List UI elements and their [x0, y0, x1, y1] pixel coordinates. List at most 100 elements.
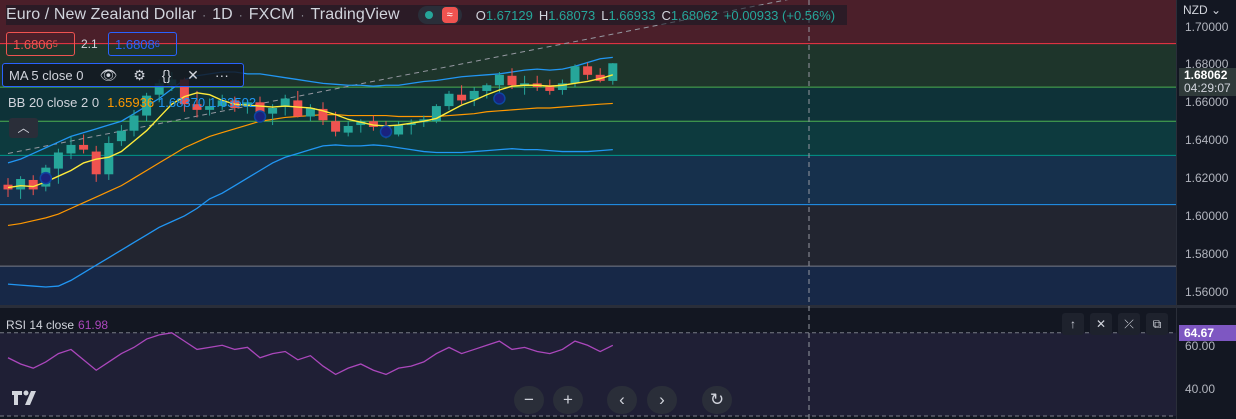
zoom-in-button[interactable]: +	[553, 386, 583, 414]
price-tick-label: 1.62000	[1185, 171, 1229, 186]
candle-body	[91, 151, 101, 175]
candle-body	[255, 102, 265, 117]
scroll-right-button[interactable]: ›	[647, 386, 677, 414]
candle-body	[305, 107, 315, 117]
candle-body	[16, 179, 26, 190]
candle-body	[595, 74, 605, 81]
candle-body	[268, 107, 278, 114]
bb-basis-value: 1.65936	[107, 94, 155, 110]
high-label: H	[538, 7, 549, 23]
rsi-value: 61.98	[78, 318, 109, 332]
candle-body	[205, 106, 215, 110]
candle-body	[66, 144, 76, 154]
price-tick-label: 1.58000	[1185, 246, 1229, 261]
pane-move-up-button[interactable]: ↑	[1062, 313, 1084, 335]
candle-body	[444, 93, 454, 107]
price-tick-label: 1.60000	[1185, 208, 1229, 223]
candle-body	[406, 123, 416, 126]
candle-body	[368, 121, 378, 127]
price-tick-label: 1.68000	[1185, 57, 1229, 72]
bb-legend[interactable]: BB 20 close 2 0 1.65936 1.68370 1.63502	[2, 91, 262, 113]
candle-body	[507, 75, 517, 86]
chart-header: Euro / New Zealand Dollar · 1D · FXCM · …	[6, 5, 848, 25]
eye-icon[interactable]: 👁	[99, 66, 118, 83]
candle-body	[154, 83, 164, 95]
candle-body	[608, 63, 618, 81]
chevron-down-icon: ⌄	[1211, 3, 1222, 17]
ma-line	[7, 74, 614, 189]
candle-body	[116, 130, 126, 142]
low-label: L	[601, 7, 609, 23]
price-tick-label: 1.66000	[1185, 95, 1229, 110]
rsi-tick-40: 40.00	[1185, 382, 1216, 396]
rsi-legend[interactable]: RSI 14 close 61.98	[6, 318, 108, 332]
interval-label[interactable]: 1D	[212, 6, 233, 23]
open-value: 1.67129	[485, 7, 533, 23]
candle-body	[192, 104, 202, 110]
ohlc-readout: O 1.67129 H 1.68073 L 1.66933 C 1.68062 +0.0…	[476, 8, 841, 23]
bar-countdown: 04:29:07	[1184, 81, 1231, 95]
candle-body	[142, 95, 152, 116]
pane-close-button[interactable]: ✕	[1090, 313, 1112, 335]
candle-body	[482, 85, 492, 91]
close-icon: ✕	[1095, 317, 1107, 331]
arrow-up-icon: ↑	[1070, 317, 1076, 331]
candle-body	[331, 121, 341, 132]
market-status-toggle[interactable]: ≈	[417, 6, 462, 24]
rsi-current-label: 64.67	[1179, 325, 1236, 341]
gear-icon[interactable]: ⚙	[133, 66, 146, 83]
candle-body	[570, 66, 580, 84]
tradingview-logo-icon[interactable]	[10, 387, 40, 409]
bb-upper-value: 1.68370	[158, 94, 206, 110]
candle-body	[457, 94, 467, 101]
close-value: 1.68062	[670, 7, 718, 23]
candle-body	[217, 100, 227, 107]
rsi-line	[7, 332, 614, 376]
rsi-band	[0, 332, 1176, 416]
buy-button[interactable]: 1.6808 6	[108, 32, 177, 56]
candle-body	[28, 179, 38, 190]
more-icon[interactable]: ···	[214, 67, 229, 83]
candle-body	[280, 98, 290, 108]
sell-button[interactable]: 1.6806 5	[6, 32, 75, 56]
candle-body	[293, 100, 303, 117]
candle-body	[356, 121, 366, 126]
spread-value: 2.1	[81, 37, 98, 51]
reset-chart-button[interactable]: ↻	[702, 386, 732, 414]
crossover-marker	[39, 171, 53, 185]
crossover-marker	[493, 92, 506, 105]
ma-legend[interactable]: MA 5 close 0 👁 ⚙ {} ✕ ···	[2, 63, 244, 87]
price-tick-label: 1.56000	[1185, 284, 1229, 299]
pane-separator	[0, 305, 1236, 308]
candle-body	[53, 152, 63, 169]
zoom-out-button[interactable]: −	[514, 386, 544, 414]
symbol-name[interactable]: Euro / New Zealand Dollar	[6, 6, 197, 23]
candle-body	[318, 108, 328, 121]
candle-body	[557, 83, 567, 90]
chevron-up-icon: ︿	[17, 121, 30, 135]
crossover-marker	[379, 125, 393, 138]
crossover-marker	[253, 110, 267, 123]
candle-body	[179, 79, 189, 105]
candle-body	[545, 85, 555, 91]
braces-icon[interactable]: {}	[161, 67, 172, 83]
level-zone	[0, 204, 1176, 267]
collapse-legend-button[interactable]: ︿	[9, 118, 38, 138]
close-icon[interactable]: ✕	[187, 66, 199, 83]
currency-selector[interactable]: NZD ⌄	[1183, 3, 1221, 17]
rsi-label: RSI 14 close	[6, 318, 75, 332]
buy-price-pip: 6	[154, 39, 160, 49]
close-label: C	[661, 7, 671, 23]
sell-price: 1.6806	[13, 36, 53, 52]
candle-body	[494, 74, 504, 86]
candle-body	[469, 90, 479, 100]
high-value: 1.68073	[548, 7, 596, 23]
bb-label: BB 20 close 2 0	[8, 94, 100, 110]
candle-body	[394, 125, 404, 135]
pane-collapse-button[interactable]: ⤫	[1118, 313, 1140, 335]
scroll-left-button[interactable]: ‹	[607, 386, 637, 414]
level-zone	[0, 121, 1176, 156]
pane-maximize-button[interactable]: ⧉	[1146, 313, 1168, 335]
separator-dot: ·	[238, 8, 243, 22]
